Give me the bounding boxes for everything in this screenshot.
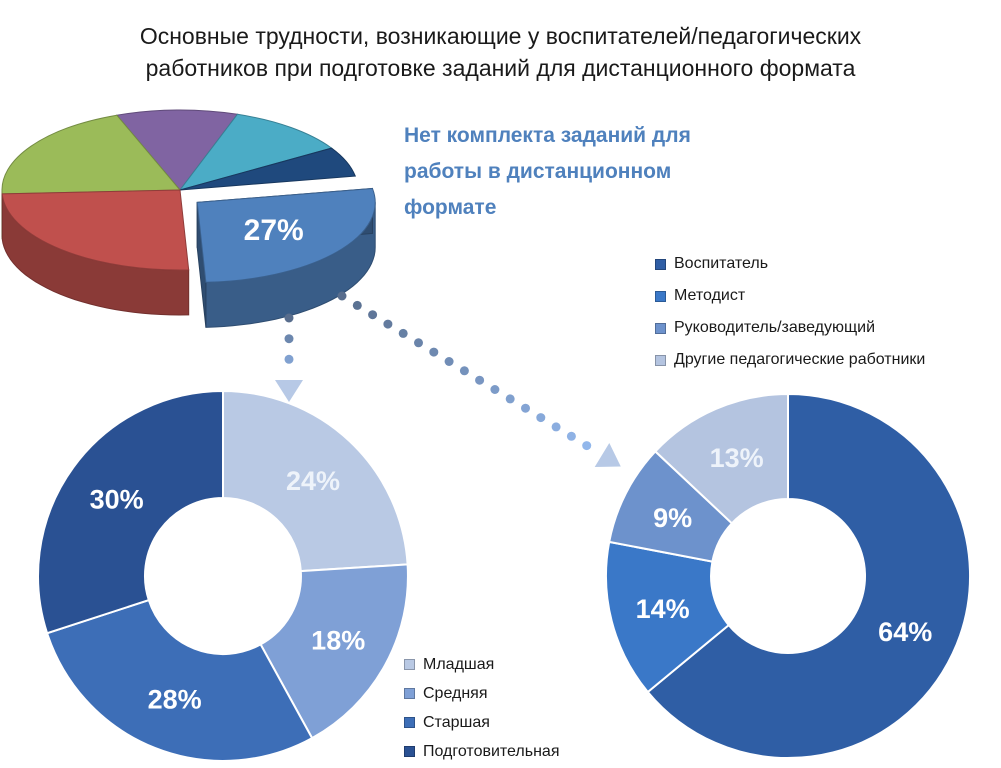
connector-dot <box>582 441 592 451</box>
donut-segment <box>45 598 314 762</box>
callout-label: Нет комплекта заданий для работы в диста… <box>404 124 691 219</box>
connector-dot <box>284 313 294 323</box>
legend-roles: Воспитатель Методист Руководитель/заведующ… <box>655 248 925 376</box>
connector-dot <box>398 328 408 338</box>
legend-groups: Младшая Средняя Старшая Подготовительная <box>404 650 559 766</box>
donut-data-label: 9% <box>653 503 692 533</box>
connector-dot <box>490 385 500 394</box>
legend-item: Средняя <box>404 679 559 708</box>
legend-item: Подготовительная <box>404 737 559 766</box>
connector-arrowhead <box>275 380 303 402</box>
pie-chart: 27% <box>1 109 376 328</box>
legend-swatch <box>655 322 666 334</box>
connector-arrow <box>337 291 621 467</box>
connector-dot <box>475 375 485 385</box>
legend-label: Руководитель/заведующий <box>674 319 875 336</box>
legend-label: Средняя <box>423 684 488 702</box>
connector-dot <box>284 354 294 364</box>
connector-arrowhead <box>594 443 621 467</box>
connector-dot <box>383 319 393 329</box>
legend-swatch <box>404 659 415 670</box>
connector-dot <box>429 347 439 357</box>
donut-data-label: 28% <box>148 684 202 714</box>
legend-swatch <box>404 746 415 757</box>
title-line-1: Основные трудности, возникающие у воспит… <box>139 23 862 49</box>
title-line-2: работников при подготовке заданий для ди… <box>145 55 856 81</box>
legend-label: Старшая <box>423 713 490 731</box>
legend-item: Воспитатель <box>655 248 925 280</box>
connector-dot <box>444 357 454 366</box>
donut-segment <box>646 392 972 759</box>
connector-arrow <box>275 313 303 402</box>
legend-item: Другие педагогические работники <box>655 344 925 376</box>
donut-data-label: 13% <box>710 443 764 473</box>
connector-dot <box>551 422 561 432</box>
donut-segment <box>653 392 789 525</box>
connector-dot <box>536 413 546 423</box>
legend-swatch <box>655 258 666 270</box>
connector-dot <box>505 394 515 404</box>
legend-item: Старшая <box>404 708 559 737</box>
donut-segment <box>37 389 224 635</box>
legend-label: Младшая <box>423 655 495 673</box>
legend-item: Младшая <box>404 650 559 679</box>
connector-dot <box>459 366 469 376</box>
connector-dot <box>368 310 378 320</box>
donut-data-label: 64% <box>878 617 932 647</box>
donut-chart-roles: 64% 14% 9% 13% <box>605 392 972 759</box>
chart-title: Основные трудности, возникающие у воспит… <box>0 20 1001 84</box>
legend-item: Руководитель/заведующий <box>655 312 925 344</box>
legend-swatch <box>404 688 415 699</box>
connector-dot <box>352 300 362 310</box>
pie-slice: 27% <box>196 187 376 328</box>
pie-data-label: 27% <box>244 214 304 247</box>
donut-data-label: 14% <box>636 594 690 624</box>
connectors <box>275 291 621 467</box>
legend-swatch <box>655 354 666 366</box>
connector-dot <box>414 338 423 348</box>
donut-segment <box>605 540 731 694</box>
donut-segment <box>259 563 409 740</box>
legend-item: Методист <box>655 280 925 312</box>
donut-chart-groups: 24% 18% 28% 30% <box>37 389 409 762</box>
legend-label: Воспитатель <box>674 255 769 272</box>
legend-label: Другие педагогические работники <box>674 351 926 368</box>
pie-slice <box>115 109 239 191</box>
connector-dot <box>337 291 347 301</box>
connector-dot <box>284 334 294 344</box>
legend-swatch <box>404 717 415 728</box>
pie-slice <box>179 147 357 191</box>
legend-label: Подготовительная <box>423 742 560 760</box>
pie-slice <box>1 189 190 316</box>
donut-data-label: 30% <box>90 485 144 515</box>
legend-swatch <box>655 290 666 302</box>
pie-slice <box>178 113 333 191</box>
donut-data-label: 18% <box>311 625 365 655</box>
donut-segment <box>222 389 409 573</box>
legend-label: Методист <box>674 287 746 304</box>
connector-dot <box>566 431 576 441</box>
donut-data-label: 24% <box>286 466 340 496</box>
connector-dot <box>521 403 530 413</box>
